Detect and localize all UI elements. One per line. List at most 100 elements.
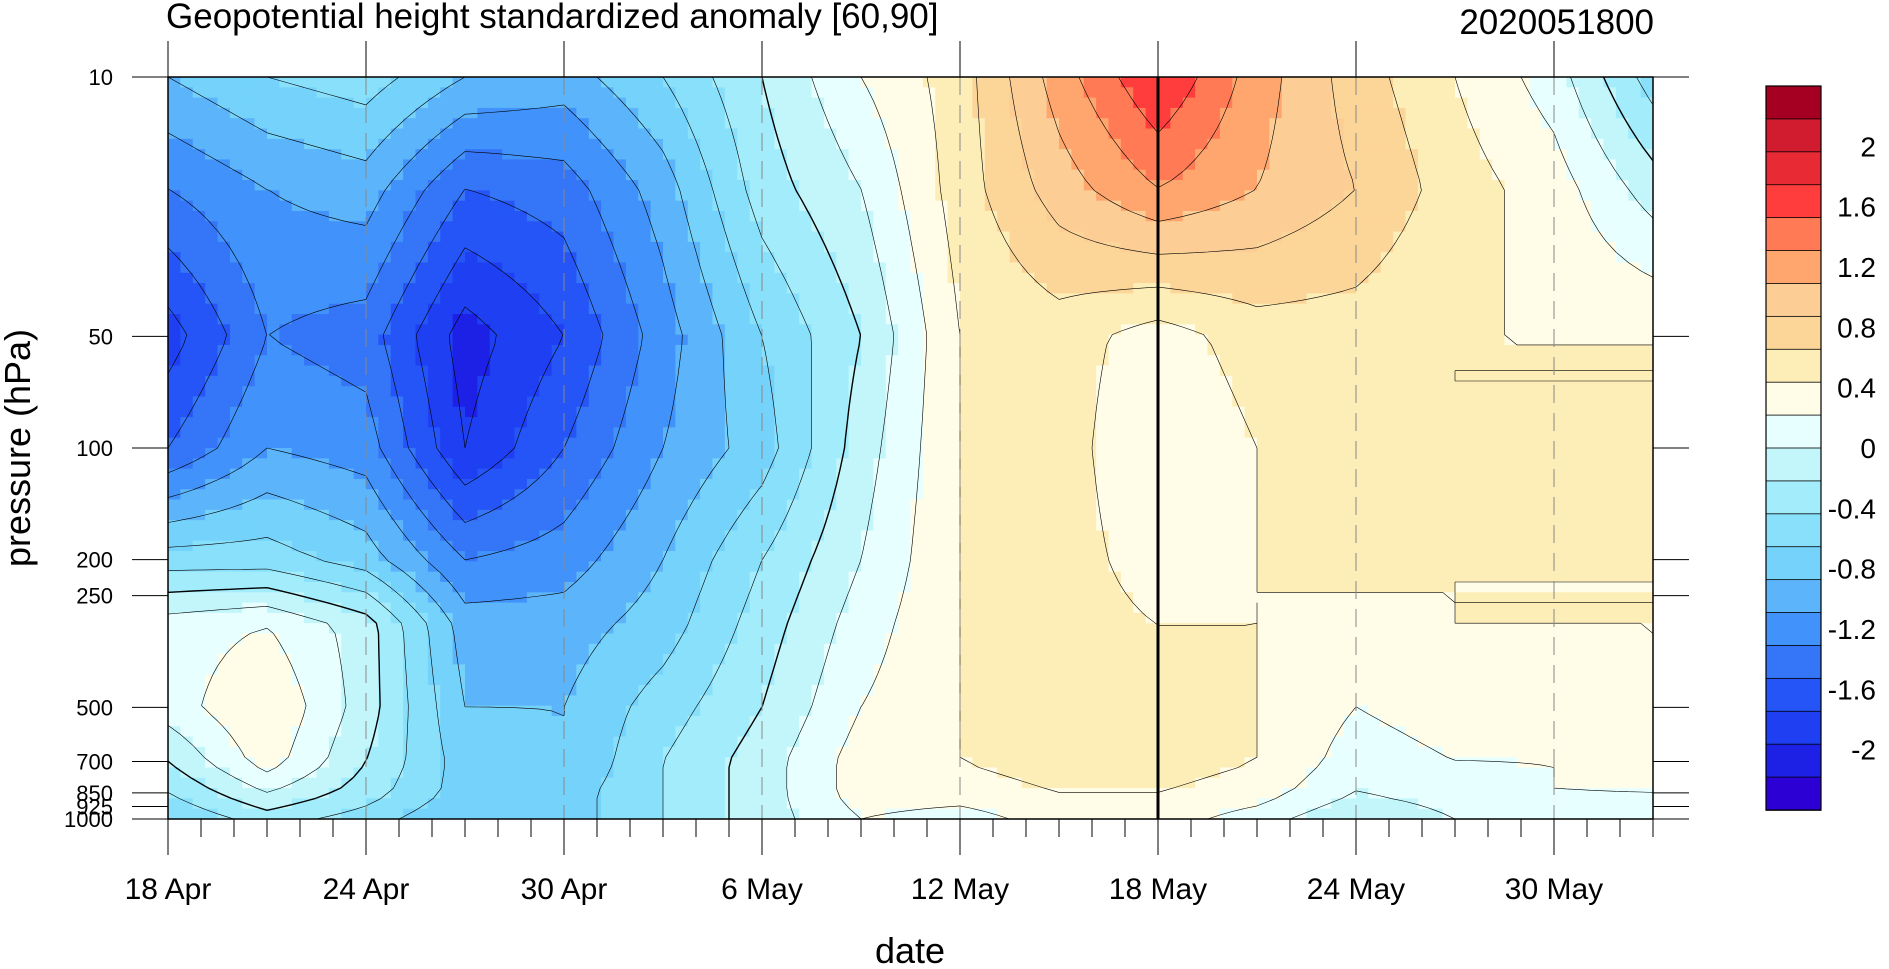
field-cell [1182,200,1196,212]
field-cell [1306,262,1320,274]
field-cell [242,128,256,140]
field-cell [1195,334,1209,346]
field-cell [452,375,466,387]
field-cell [291,437,305,449]
field-cell [1071,138,1085,150]
field-cell [1207,241,1221,253]
field-cell [180,365,194,377]
field-cell [1170,324,1184,336]
field-cell [353,386,367,398]
field-cell [1467,221,1481,233]
field-cell [1356,396,1369,408]
field-cell [1219,417,1233,428]
field-cell [452,458,466,470]
field-cell [279,97,293,109]
field-cell [415,200,429,212]
field-cell [1331,180,1345,191]
field-cell [1566,293,1580,305]
field-cell [972,77,986,88]
field-cell [526,406,540,418]
field-cell [1182,489,1196,501]
field-cell [205,489,219,501]
field-cell [1591,272,1605,284]
field-cell [1343,241,1357,253]
field-cell [984,293,998,305]
field-cell [1232,149,1246,161]
field-cell [910,478,924,490]
field-cell [242,97,256,109]
field-cell [799,169,813,181]
field-cell [242,334,256,346]
field-cell [873,365,887,377]
field-cell [1096,77,1110,88]
field-cell [1281,324,1295,336]
field-cell [1170,118,1184,130]
field-cell [378,159,392,171]
field-cell [1331,396,1345,408]
field-cell [898,210,912,222]
field-cell [1120,478,1134,490]
field-cell [403,386,417,398]
field-cell [514,303,528,315]
field-cell [762,241,775,253]
field-cell [341,437,355,449]
field-cell [1529,344,1543,356]
field-cell [922,468,936,480]
field-cell [564,406,577,418]
field-cell [1640,293,1653,305]
field-cell [885,468,899,480]
field-cell [601,190,615,202]
field-cell [997,97,1011,109]
field-cell [1059,138,1072,150]
field-cell [873,118,887,130]
field-cell [1108,468,1122,480]
field-cell [1393,427,1407,439]
field-cell [328,303,342,315]
field-cell [613,190,627,202]
field-cell [168,97,181,109]
field-cell [712,262,726,274]
field-cell [1318,118,1332,130]
field-cell [205,159,219,171]
field-cell [1009,107,1023,119]
field-cell [205,437,219,449]
field-cell [316,252,330,264]
field-cell [1417,180,1431,191]
field-cell [1108,87,1122,99]
field-cell [477,241,491,253]
field-cell [749,396,763,408]
field-cell [328,107,342,119]
field-cell [650,468,664,480]
field-cell [1628,149,1642,161]
field-cell [514,221,528,233]
field-cell [1393,138,1407,150]
field-cell [1628,87,1642,99]
field-cell [1034,293,1048,305]
field-cell [242,293,256,305]
field-cell [477,344,491,356]
field-cell [1244,355,1258,367]
field-cell [180,417,194,428]
field-cell [192,406,206,418]
field-cell [984,252,998,264]
field-cell [415,365,429,377]
field-cell [1405,293,1419,305]
field-cell [1294,128,1308,140]
field-cell [1356,386,1369,398]
field-cell [353,200,367,212]
field-cell [1133,293,1147,305]
field-cell [1430,314,1444,325]
field-cell [972,324,986,336]
field-cell [774,180,788,191]
field-cell [1603,210,1617,222]
field-cell [254,396,268,408]
field-cell [427,180,441,191]
field-cell [737,210,751,222]
field-cell [1603,283,1617,295]
field-cell [1455,386,1468,398]
field-cell [1492,169,1506,181]
field-cell [1430,406,1444,418]
field-cell [1467,324,1481,336]
field-cell [1306,293,1320,305]
field-cell [1281,448,1295,459]
